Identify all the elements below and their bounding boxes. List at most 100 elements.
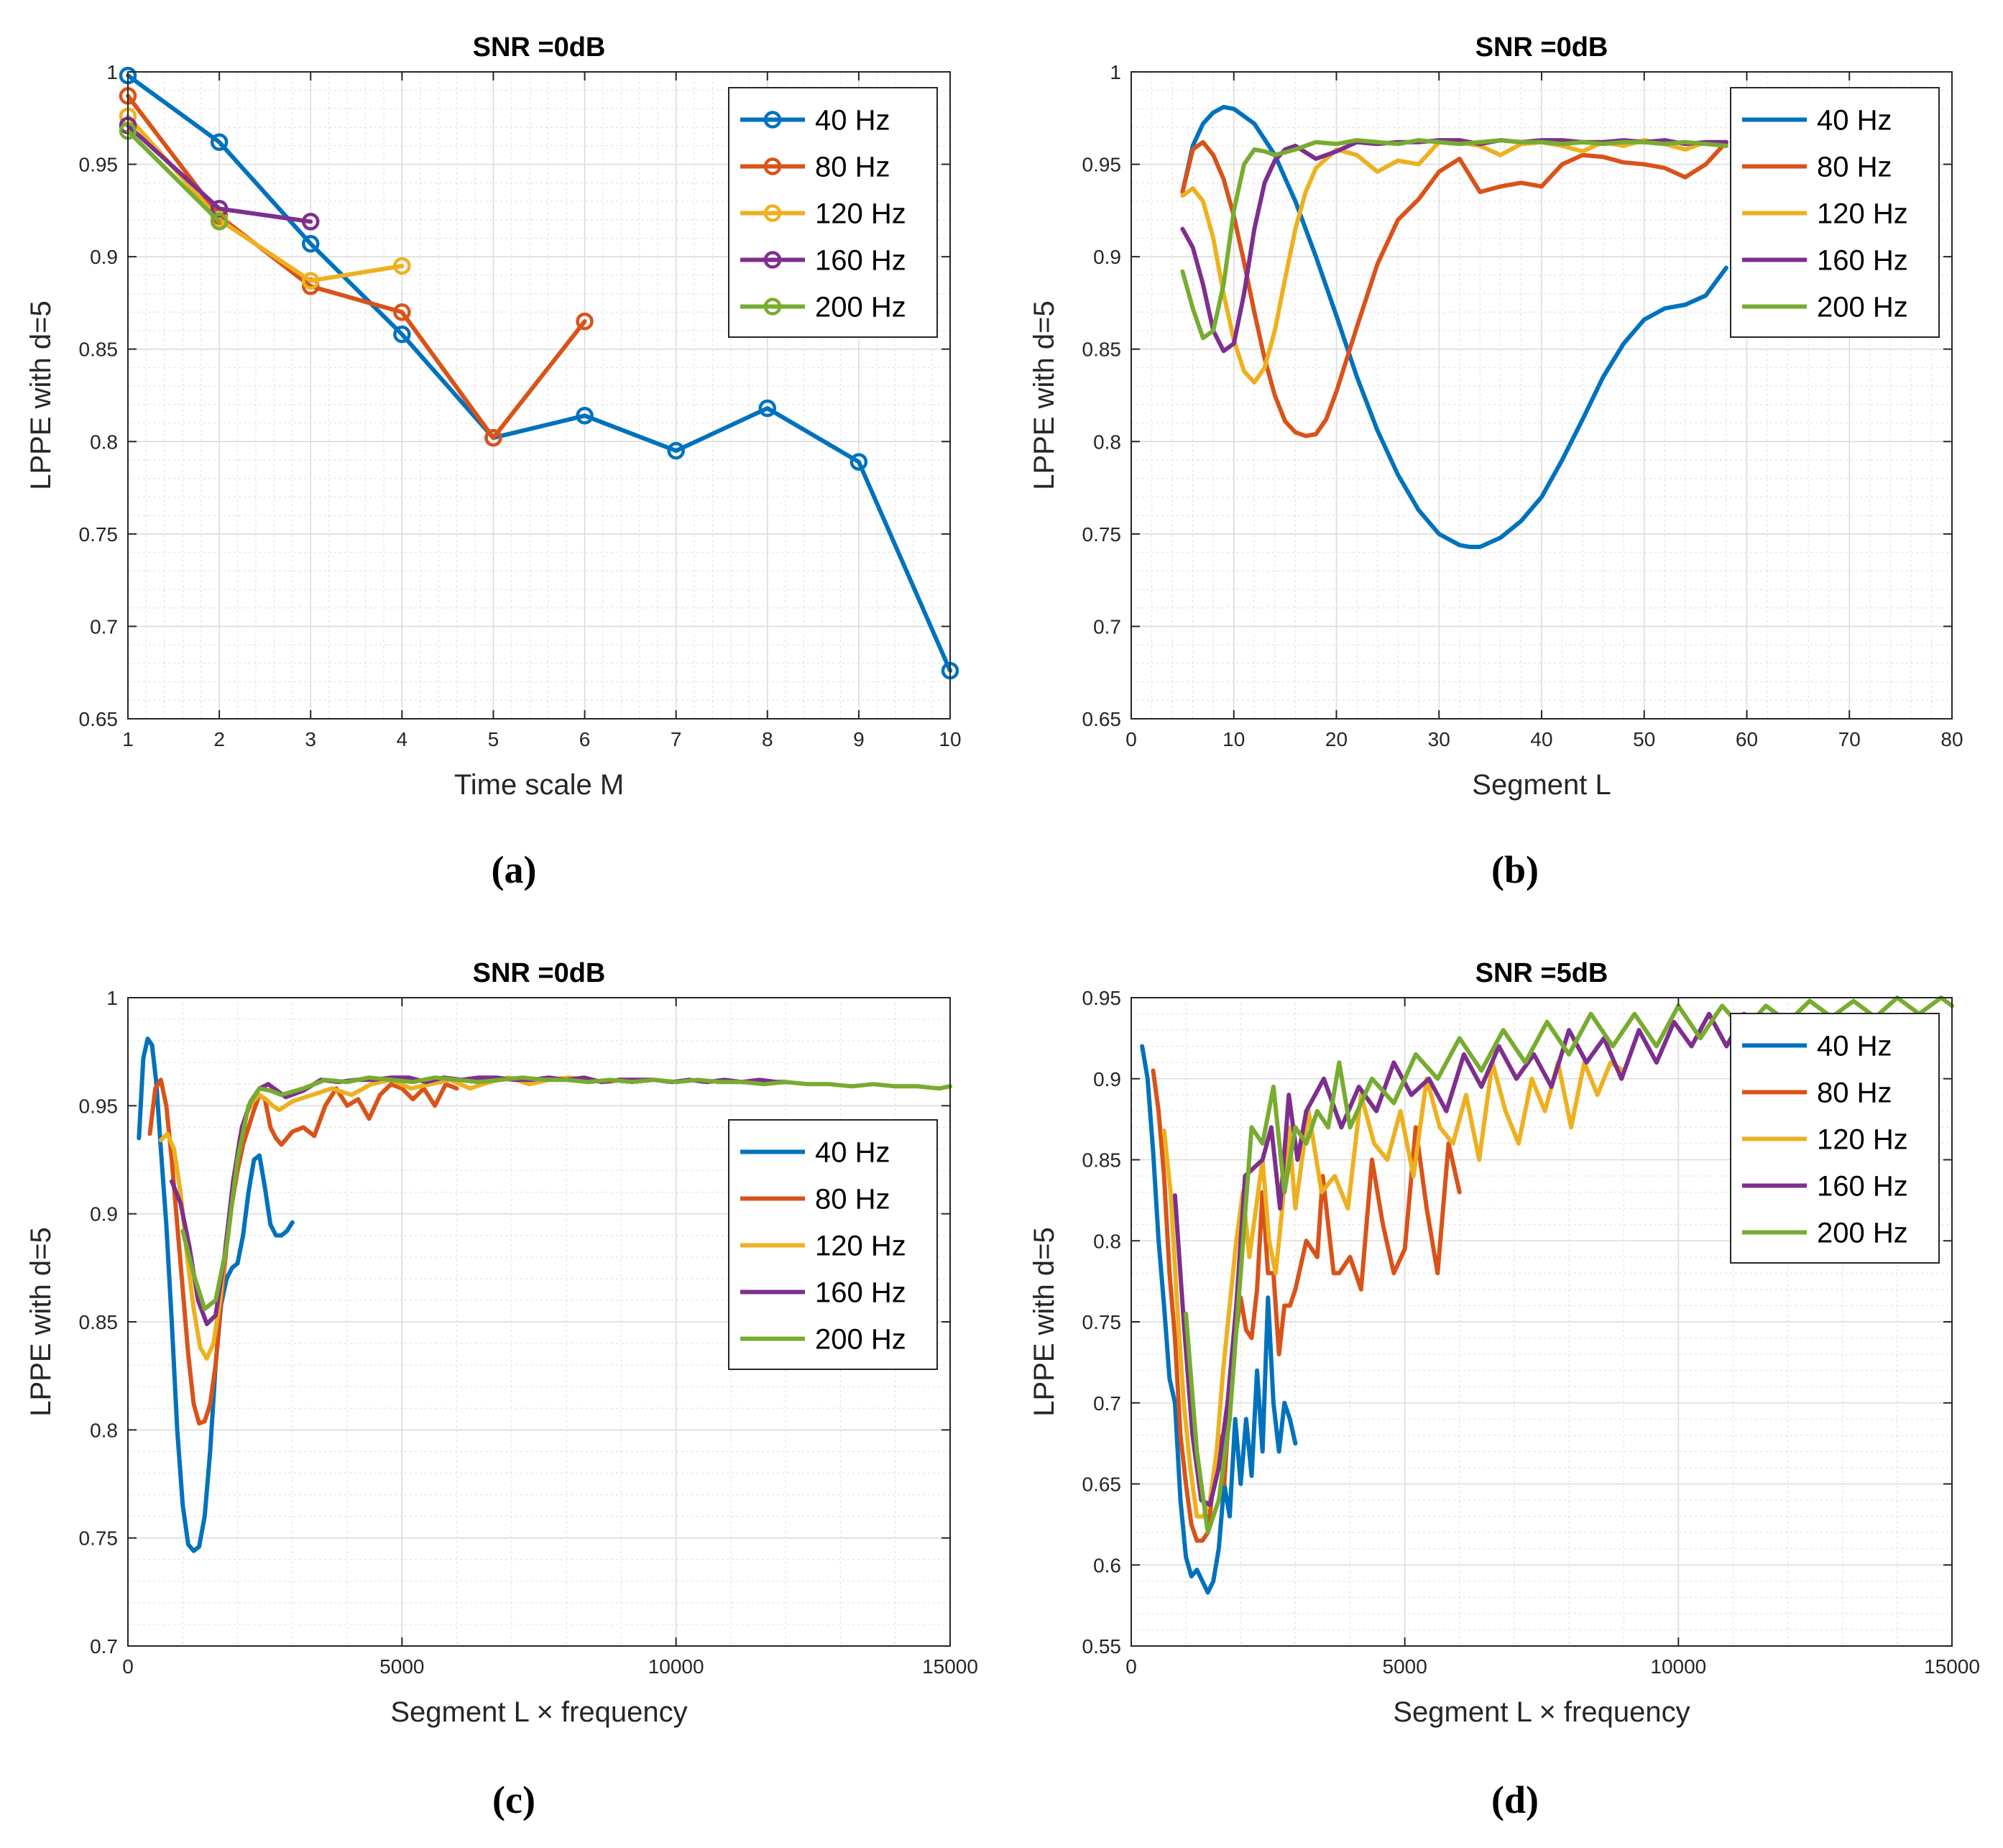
x-tick-label: 7: [671, 728, 682, 750]
grid: [1131, 997, 1953, 1647]
y-tick-label: 0.9: [1093, 246, 1121, 268]
chart-panel-d: 0 5000 10000 15000 0.55 0.6 0.65 0.7 0.75 0.8 0.85…: [1028, 958, 1980, 1821]
x-axis-label: Segment L: [1472, 769, 1611, 801]
series-line-200-hz: [1184, 996, 1954, 1535]
x-tick-label: 20: [1325, 728, 1348, 750]
data-point: [210, 213, 229, 231]
series-line-120-hz: [1161, 1060, 1626, 1519]
series-group: [137, 1036, 952, 1553]
y-tick-label: 0.95: [79, 1095, 119, 1117]
series-line-200-hz: [1180, 138, 1728, 341]
series-group: [1180, 104, 1728, 549]
x-tick-label: 15000: [922, 1655, 978, 1678]
x-tick-label: 8: [762, 728, 773, 750]
legend-label: 160 Hz: [1817, 245, 1908, 277]
y-tick-label: 0.7: [1093, 615, 1121, 638]
legend-label: 80 Hz: [815, 1184, 890, 1215]
axes-box: [127, 71, 951, 720]
data-point: [576, 312, 594, 331]
series-group: [1140, 996, 1954, 1595]
legend-label: 200 Hz: [1817, 292, 1908, 323]
x-tick-label: 50: [1633, 728, 1655, 750]
y-tick-label: 0.75: [1082, 523, 1122, 546]
y-tick-label: 0.95: [79, 154, 119, 176]
y-tick-label: 0.75: [1082, 1311, 1122, 1333]
x-tick-label: 70: [1838, 728, 1861, 750]
y-tick-label: 0.75: [79, 523, 119, 546]
y-tick-label: 0.8: [90, 431, 118, 453]
x-tick-label: 15000: [1924, 1655, 1980, 1678]
chart-panel-c: 0 5000 10000 15000 0.7 0.75 0.8 0.85 0.9 0.95 1 SNR…: [25, 958, 978, 1821]
legend-label: 200 Hz: [1817, 1218, 1908, 1249]
chart-title: SNR =5dB: [1475, 958, 1608, 988]
data-point: [210, 133, 229, 151]
legend-label: 160 Hz: [815, 245, 906, 277]
data-point: [393, 303, 411, 321]
legend: 40 Hz 80 Hz 120 Hz 160 Hz 200 Hz: [1730, 1013, 1940, 1264]
legend-label: 40 Hz: [1817, 105, 1892, 137]
x-tick-label: 1: [122, 728, 134, 750]
x-tick-label: 30: [1428, 728, 1450, 750]
x-tick-label: 10: [1222, 728, 1245, 750]
legend-label: 80 Hz: [1817, 152, 1892, 183]
legend-marker: [763, 298, 782, 316]
series-line-160-hz: [126, 123, 313, 224]
x-tick-label: 0: [1125, 728, 1137, 750]
y-axis-label: LPPE with d=5: [1028, 300, 1060, 490]
panel-caption: (b): [1491, 848, 1539, 891]
legend-label: 40 Hz: [815, 1137, 890, 1169]
series-line-200-hz: [126, 129, 222, 224]
legend-label: 160 Hz: [815, 1277, 906, 1309]
panel-caption: (a): [492, 848, 537, 891]
legend-marker: [763, 111, 782, 129]
legend-label: 80 Hz: [1817, 1077, 1892, 1109]
y-tick-label: 1: [1110, 61, 1121, 83]
legend: 40 Hz 80 Hz 120 Hz 160 Hz 200 Hz: [1730, 87, 1940, 338]
y-axis-label: LPPE with d=5: [1028, 1227, 1060, 1417]
data-point: [301, 213, 320, 231]
series-line-200-hz: [180, 1075, 952, 1311]
legend: 40 Hz 80 Hz 120 Hz 160 Hz 200 Hz: [728, 87, 938, 338]
data-point: [301, 234, 320, 253]
y-tick-label: 0.85: [1082, 339, 1122, 361]
x-tick-label: 9: [853, 728, 865, 750]
x-tick-label: 0: [1125, 1655, 1137, 1678]
x-tick-label: 5: [488, 728, 499, 750]
y-tick-label: 1: [106, 61, 118, 83]
legend-label: 160 Hz: [1817, 1171, 1908, 1203]
x-tick-label: 5000: [1383, 1655, 1427, 1678]
panel-caption: (c): [492, 1778, 535, 1821]
x-tick-label: 10000: [648, 1655, 704, 1678]
x-tick-label: 3: [305, 728, 316, 750]
legend: 40 Hz 80 Hz 120 Hz 160 Hz 200 Hz: [728, 1119, 938, 1370]
x-tick-label: 10000: [1650, 1655, 1706, 1678]
y-tick-label: 0.7: [1093, 1392, 1121, 1415]
data-point: [301, 272, 320, 290]
legend-marker: [763, 204, 782, 222]
y-tick-label: 0.6: [1093, 1554, 1121, 1576]
series-line-80-hz: [1151, 1068, 1462, 1543]
chart-title: SNR =0dB: [473, 32, 606, 63]
x-axis-label: Time scale M: [454, 769, 624, 801]
legend-label: 120 Hz: [815, 1231, 906, 1262]
legend-label: 120 Hz: [1817, 1124, 1908, 1156]
panel-caption: (d): [1491, 1778, 1539, 1821]
series-line-40-hz: [1140, 1044, 1298, 1595]
series-line-80-hz: [1180, 139, 1728, 438]
y-axis-label: LPPE with d=5: [25, 300, 57, 490]
y-tick-label: 0.9: [90, 246, 118, 268]
legend-label: 120 Hz: [815, 198, 906, 230]
legend-label: 40 Hz: [815, 105, 890, 137]
data-point: [758, 399, 777, 418]
y-tick-label: 0.8: [1093, 1230, 1121, 1252]
legend-label: 120 Hz: [1817, 198, 1908, 230]
data-point: [849, 453, 868, 471]
legend-marker: [763, 157, 782, 175]
y-tick-label: 0.65: [1082, 708, 1122, 730]
y-tick-label: 0.9: [1093, 1068, 1121, 1090]
y-tick-label: 0.55: [1082, 1635, 1122, 1658]
y-tick-label: 0.65: [79, 708, 119, 730]
data-point: [667, 441, 685, 460]
x-tick-label: 10: [939, 728, 961, 750]
